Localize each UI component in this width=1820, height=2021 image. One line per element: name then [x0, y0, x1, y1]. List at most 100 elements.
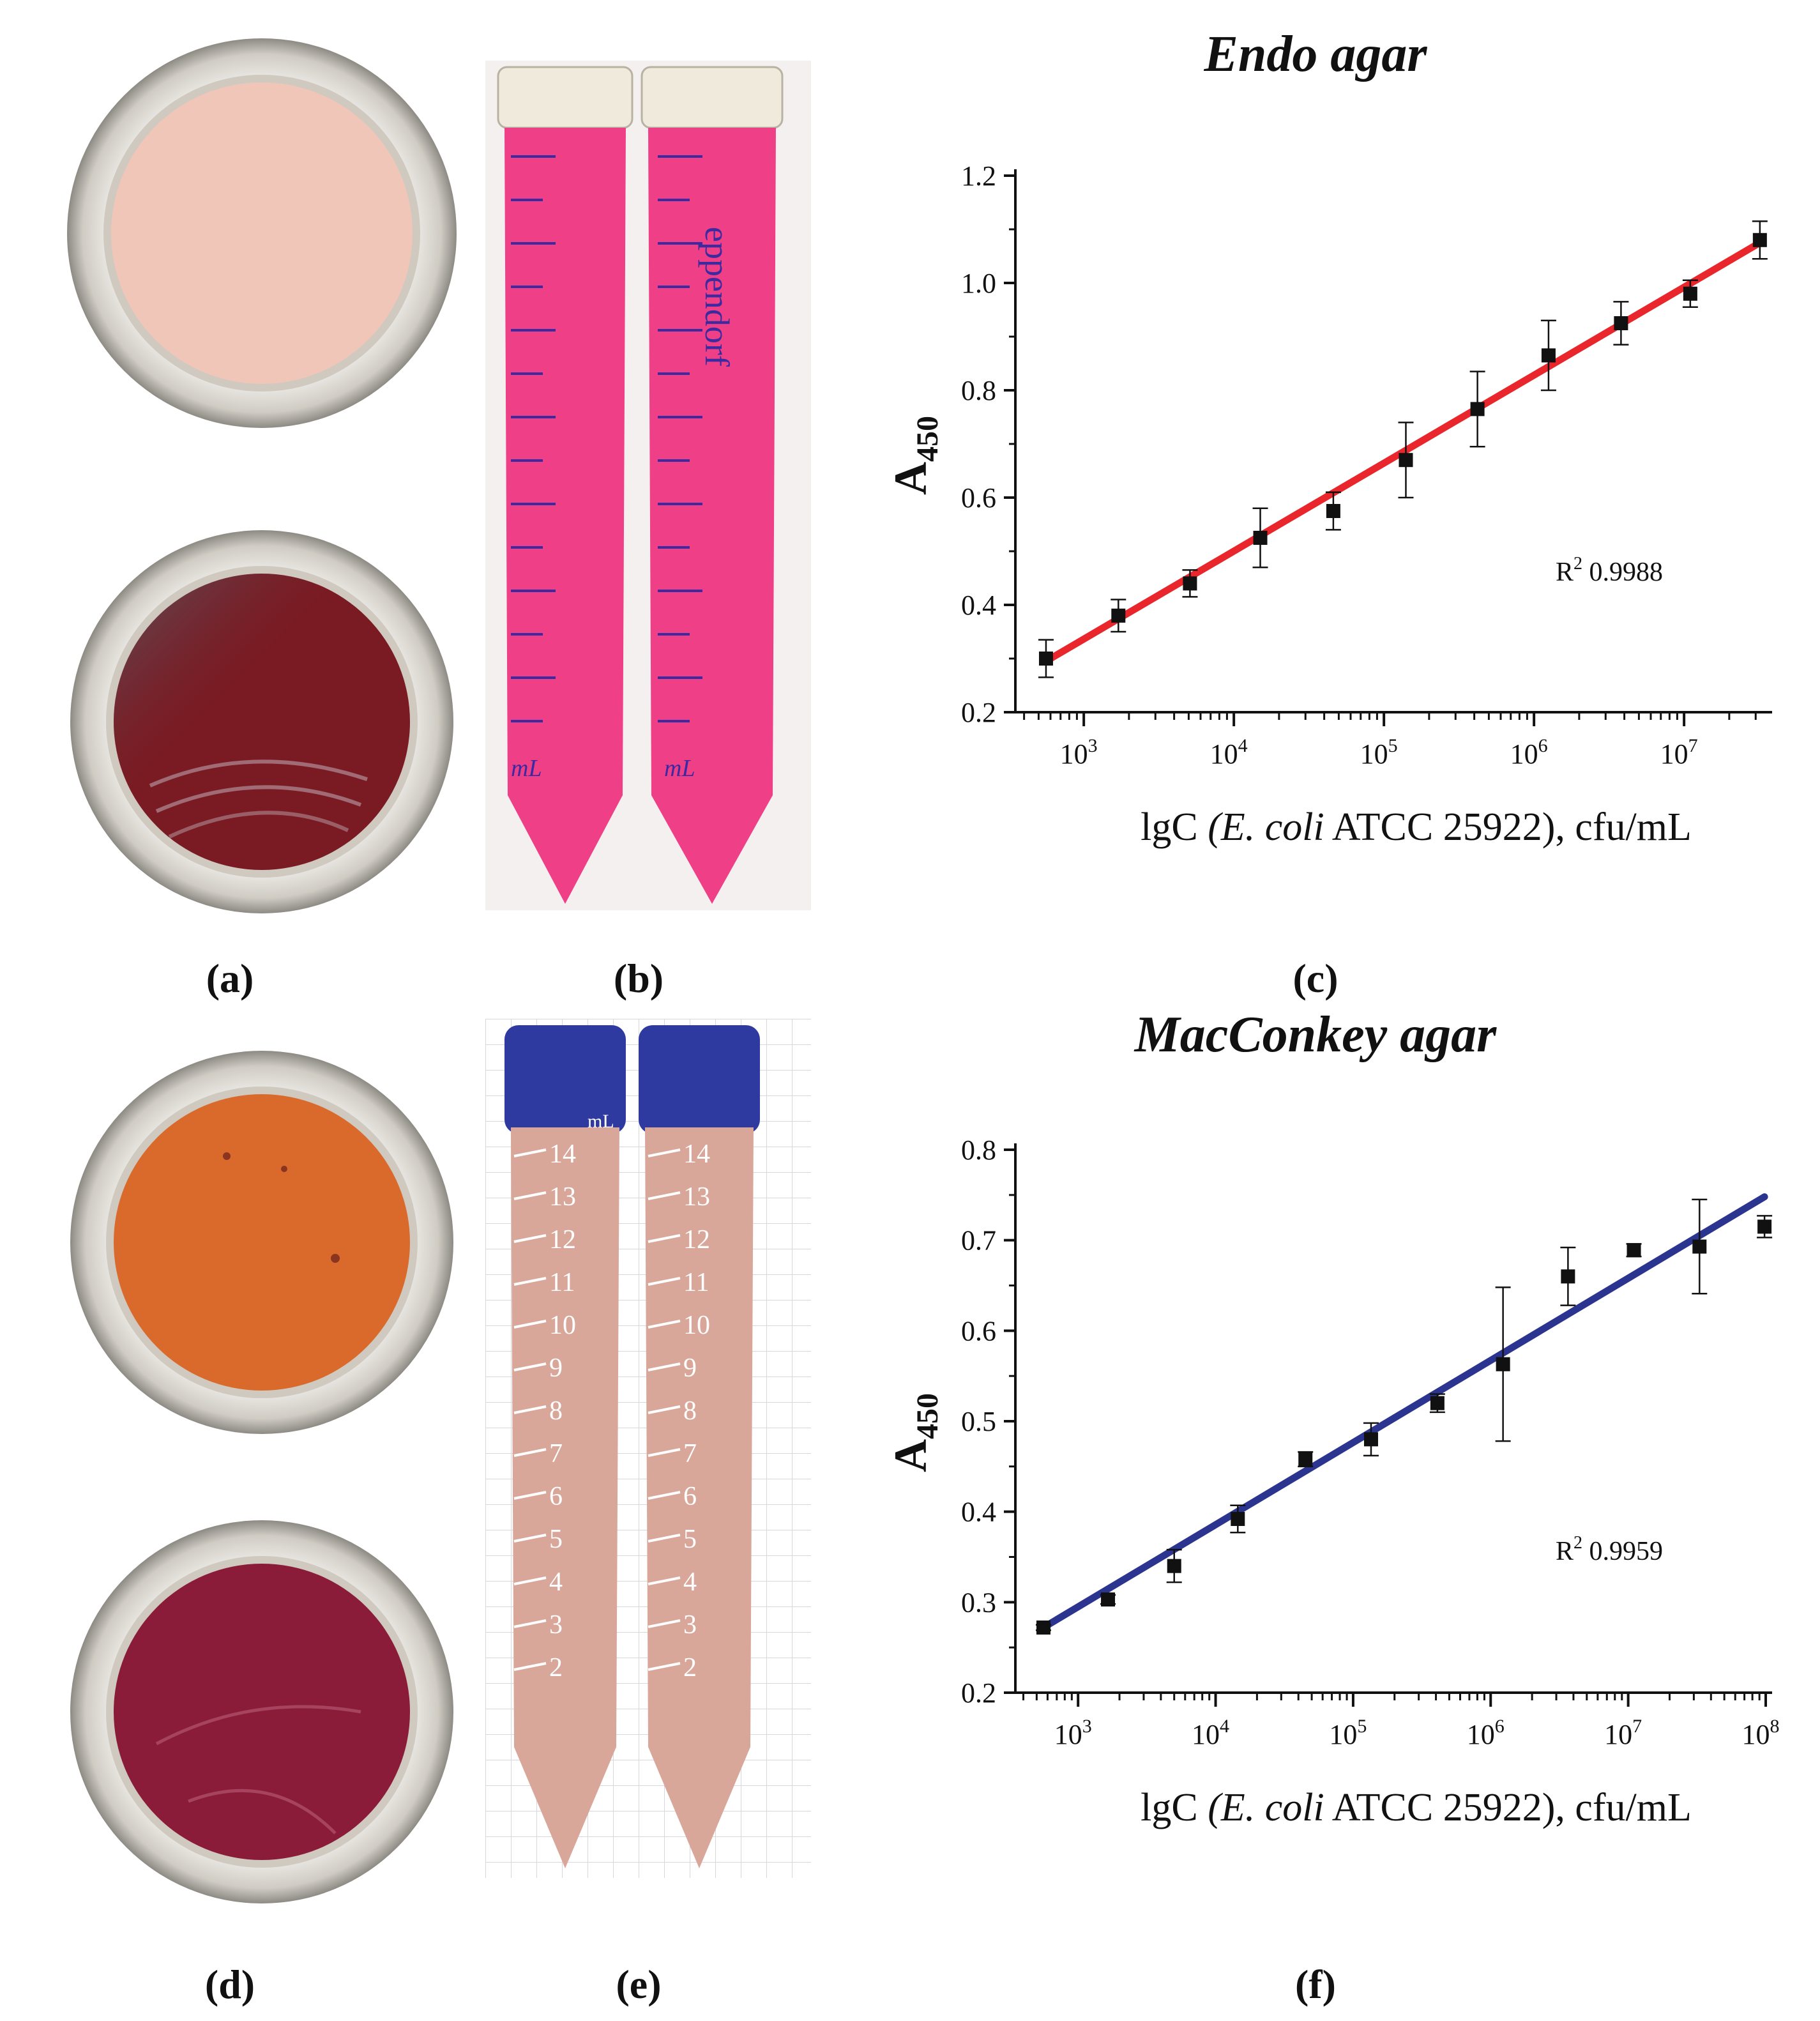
- macconkey-tube-1-graduation: 4: [549, 1567, 563, 1597]
- endo-tube-2-body: [648, 128, 776, 904]
- macconkey-y-tick-label: 0.5: [961, 1406, 996, 1437]
- macconkey-data-point: [1430, 1396, 1445, 1410]
- macconkey-tube-1-tick: [513, 1148, 547, 1157]
- macconkey-tube-2-tick: [648, 1320, 681, 1329]
- macconkey-tube-2-tick: [648, 1448, 681, 1457]
- macconkey-data-point: [1231, 1512, 1245, 1526]
- macconkey-data-point: [1627, 1243, 1641, 1258]
- endo-y-tick-label: 0.4: [961, 590, 996, 621]
- endo-plate-growth: [70, 530, 453, 913]
- macconkey-tube-1-graduation: 11: [549, 1268, 575, 1297]
- endo-x-tick-label: 107: [1660, 735, 1698, 770]
- macconkey-data-point: [1757, 1219, 1772, 1234]
- macconkey-tube-2-tick: [648, 1234, 681, 1243]
- macconkey-data-point: [1167, 1559, 1181, 1573]
- macconkey-tube-1-tick: [513, 1362, 547, 1371]
- macconkey-tube-1-tick: [513, 1619, 547, 1628]
- macconkey-x-tick-label: 103: [1054, 1716, 1092, 1750]
- endo-tube-1-unit: mL: [511, 755, 542, 782]
- macconkey-tube-1-tick: [513, 1576, 547, 1585]
- endo-agar-chart: 0.2 0.4 0.6 0.8 1.0 1.2 103 104 105 106 107 R2 0.99…: [885, 160, 1772, 849]
- endo-x-tick-label: 106: [1510, 735, 1548, 770]
- macconkey-x-tick-label: 104: [1192, 1716, 1229, 1750]
- endo-x-axis-label: lgC (E. coli ATCC 25922), cfu/mL: [1141, 805, 1692, 849]
- panel-label-f: (f): [1295, 1962, 1336, 2007]
- macconkey-tube-2-graduation: 8: [683, 1396, 697, 1426]
- macconkey-tube-1-body: [511, 1127, 619, 1868]
- macconkey-blank-agar: [114, 1094, 410, 1391]
- macconkey-tube-1-tick: [513, 1320, 547, 1329]
- endo-y-tick-label: 0.2: [961, 697, 996, 728]
- macconkey-growth-agar: [114, 1564, 410, 1860]
- macconkey-y-tick-label: 0.3: [961, 1587, 996, 1618]
- macconkey-tube-1-tick: [513, 1405, 547, 1414]
- endo-plate-blank: [67, 38, 457, 428]
- macconkey-tube-1-cap: [504, 1025, 626, 1134]
- endo-tube-2-unit: mL: [664, 755, 695, 782]
- macconkey-tube-1-tick: [513, 1277, 547, 1286]
- macconkey-tube-2-graduation: 14: [683, 1140, 710, 1169]
- macconkey-tube-2-tick: [648, 1534, 681, 1543]
- macconkey-y-tick-label: 0.6: [961, 1315, 996, 1346]
- macconkey-tube-1-tick: [513, 1448, 547, 1457]
- endo-y-tick-label: 0.8: [961, 375, 996, 406]
- macconkey-x-tick-label: 105: [1329, 1716, 1367, 1750]
- panel-label-d: (d): [204, 1962, 255, 2007]
- endo-y-tick-label: 1.2: [961, 160, 996, 192]
- macconkey-plate-growth: [70, 1520, 453, 1903]
- macconkey-tube-2-graduation: 4: [683, 1567, 697, 1597]
- macconkey-tube-2-tick: [648, 1148, 681, 1157]
- macconkey-tube-2-graduation: 9: [683, 1354, 697, 1383]
- macconkey-tube-1-graduation: 3: [549, 1610, 563, 1640]
- macconkey-tube-1-graduation: 2: [549, 1653, 563, 1682]
- macconkey-tube-1-tick: [513, 1662, 547, 1671]
- macconkey-plate-blank: [70, 1051, 453, 1434]
- endo-tube-1-cap: [497, 66, 633, 129]
- endo-blank-agar: [111, 82, 413, 384]
- macconkey-chart-title: MacConkey agar: [1134, 1007, 1497, 1063]
- macconkey-tube-2-graduation: 6: [683, 1482, 697, 1511]
- macconkey-tube-1-graduation: 14: [549, 1140, 576, 1169]
- macconkey-x-tick-label: 106: [1467, 1716, 1505, 1750]
- macconkey-tubes-photo: 14 14 13 13 12 12 11 11 10 10 9 9 8 8 7 7 6 6 5 5 4 4 3 3 2 2 mL: [485, 1019, 811, 1878]
- panel-label-c: (c): [1293, 956, 1338, 1001]
- macconkey-tube-2-graduation: 10: [683, 1311, 710, 1340]
- macconkey-tube-2-graduation: 7: [683, 1439, 697, 1468]
- endo-data-point: [1399, 453, 1413, 468]
- macconkey-tube-2-body: [645, 1127, 754, 1868]
- endo-data-point: [1470, 402, 1485, 416]
- macconkey-tube-1-tick: [513, 1234, 547, 1243]
- macconkey-data-point: [1496, 1357, 1510, 1371]
- endo-x-tick-label: 103: [1060, 735, 1098, 770]
- macconkey-tube-2-tick: [648, 1662, 681, 1671]
- endo-y-tick-label: 0.6: [961, 482, 996, 514]
- macconkey-tube-2-graduation: 2: [683, 1653, 697, 1682]
- macconkey-tube-2-cap: [639, 1025, 760, 1134]
- macconkey-tube-1-graduation: 6: [549, 1482, 563, 1511]
- endo-data-point: [1038, 652, 1053, 666]
- macconkey-data-point: [1561, 1269, 1575, 1284]
- macconkey-data-point: [1363, 1432, 1378, 1447]
- macconkey-tube-2-tick: [648, 1362, 681, 1371]
- macconkey-tube-unit: mL: [588, 1111, 614, 1132]
- macconkey-tube-1-graduation: 13: [549, 1182, 576, 1212]
- panel-label-b: (b): [613, 956, 664, 1001]
- macconkey-y-tick-label: 0.7: [961, 1225, 996, 1256]
- macconkey-tube-1-graduation: 5: [549, 1525, 563, 1554]
- macconkey-tube-2-tick: [648, 1405, 681, 1414]
- macconkey-r2-annotation: R2 0.9959: [1556, 1533, 1663, 1566]
- endo-r2-annotation: R2 0.9988: [1556, 554, 1663, 587]
- endo-y-axis-label: A450: [885, 416, 944, 495]
- macconkey-tube-2-graduation: 13: [683, 1182, 710, 1212]
- panel-label-a: (a): [206, 956, 254, 1001]
- macconkey-tube-2-tick: [648, 1576, 681, 1585]
- endo-data-point: [1683, 286, 1697, 301]
- macconkey-tube-2-graduation: 11: [683, 1268, 709, 1297]
- endo-tube-1-body: [504, 128, 626, 904]
- macconkey-tube-2-tick: [648, 1277, 681, 1286]
- macconkey-data-point: [1692, 1239, 1707, 1254]
- endo-chart-title: Endo agar: [1204, 26, 1427, 82]
- macconkey-fit-line: [1040, 1193, 1768, 1631]
- endo-x-tick-label: 104: [1210, 735, 1248, 770]
- endo-x-tick-label: 105: [1360, 735, 1398, 770]
